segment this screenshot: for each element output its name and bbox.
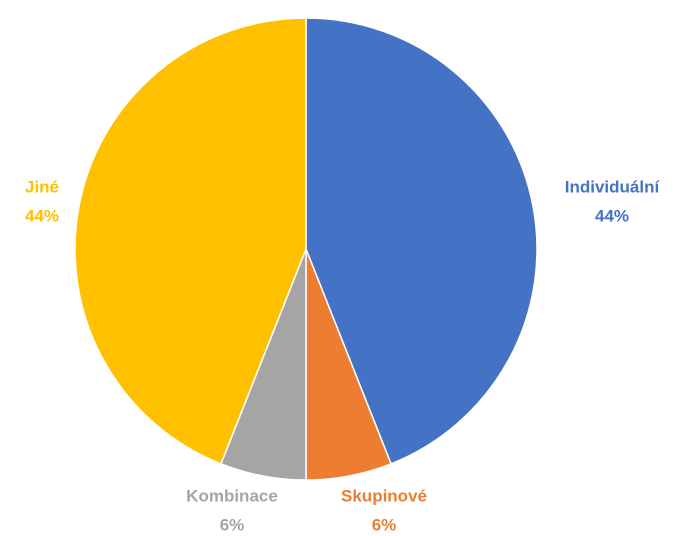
pie-slice: [305, 17, 538, 465]
slice-label: Jiné: [25, 177, 59, 196]
slice-value-label: 44%: [595, 206, 629, 225]
slice-label: Individuální: [565, 177, 661, 196]
slice-value-label: 6%: [372, 515, 397, 534]
slice-label: Skupinové: [341, 486, 427, 505]
slice-label: Kombinace: [186, 486, 278, 505]
pie-slice: [74, 17, 307, 465]
slice-value-label: 6%: [220, 515, 245, 534]
slice-value-label: 44%: [25, 206, 59, 225]
